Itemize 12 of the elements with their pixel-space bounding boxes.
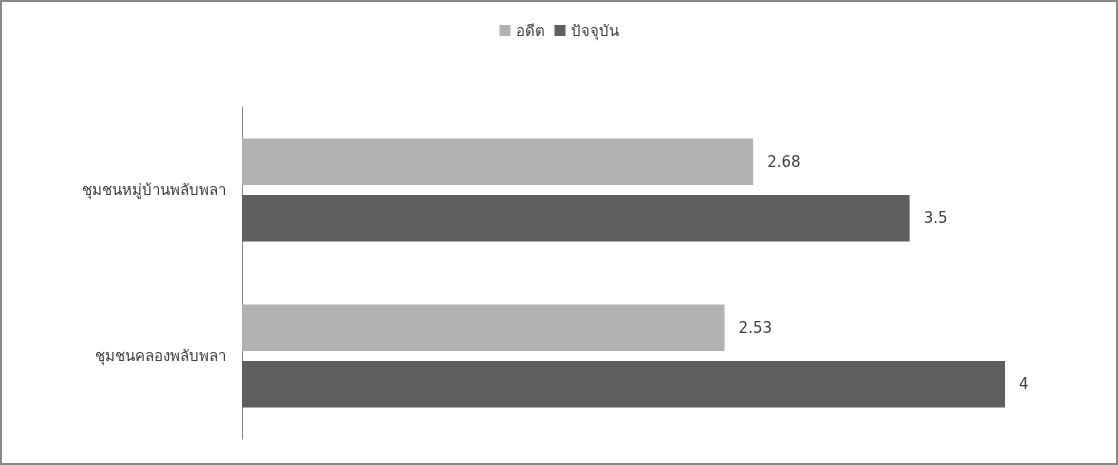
legend-label: อดีต [515, 21, 545, 40]
legend-label: ปัจจุบัน [570, 21, 619, 41]
bar [242, 195, 910, 242]
y-tick-label: ชุมชนคลองพลับพลา [95, 347, 226, 366]
data-label: 2.53 [738, 318, 772, 337]
bar [242, 138, 754, 185]
bar [242, 361, 1005, 408]
y-tick-label: ชุมชนหมู่บ้านพลับพลา [82, 181, 226, 200]
data-label: 4 [1019, 375, 1029, 394]
bar [242, 304, 725, 351]
data-label: 3.5 [923, 209, 948, 228]
data-label: 2.68 [767, 152, 801, 171]
